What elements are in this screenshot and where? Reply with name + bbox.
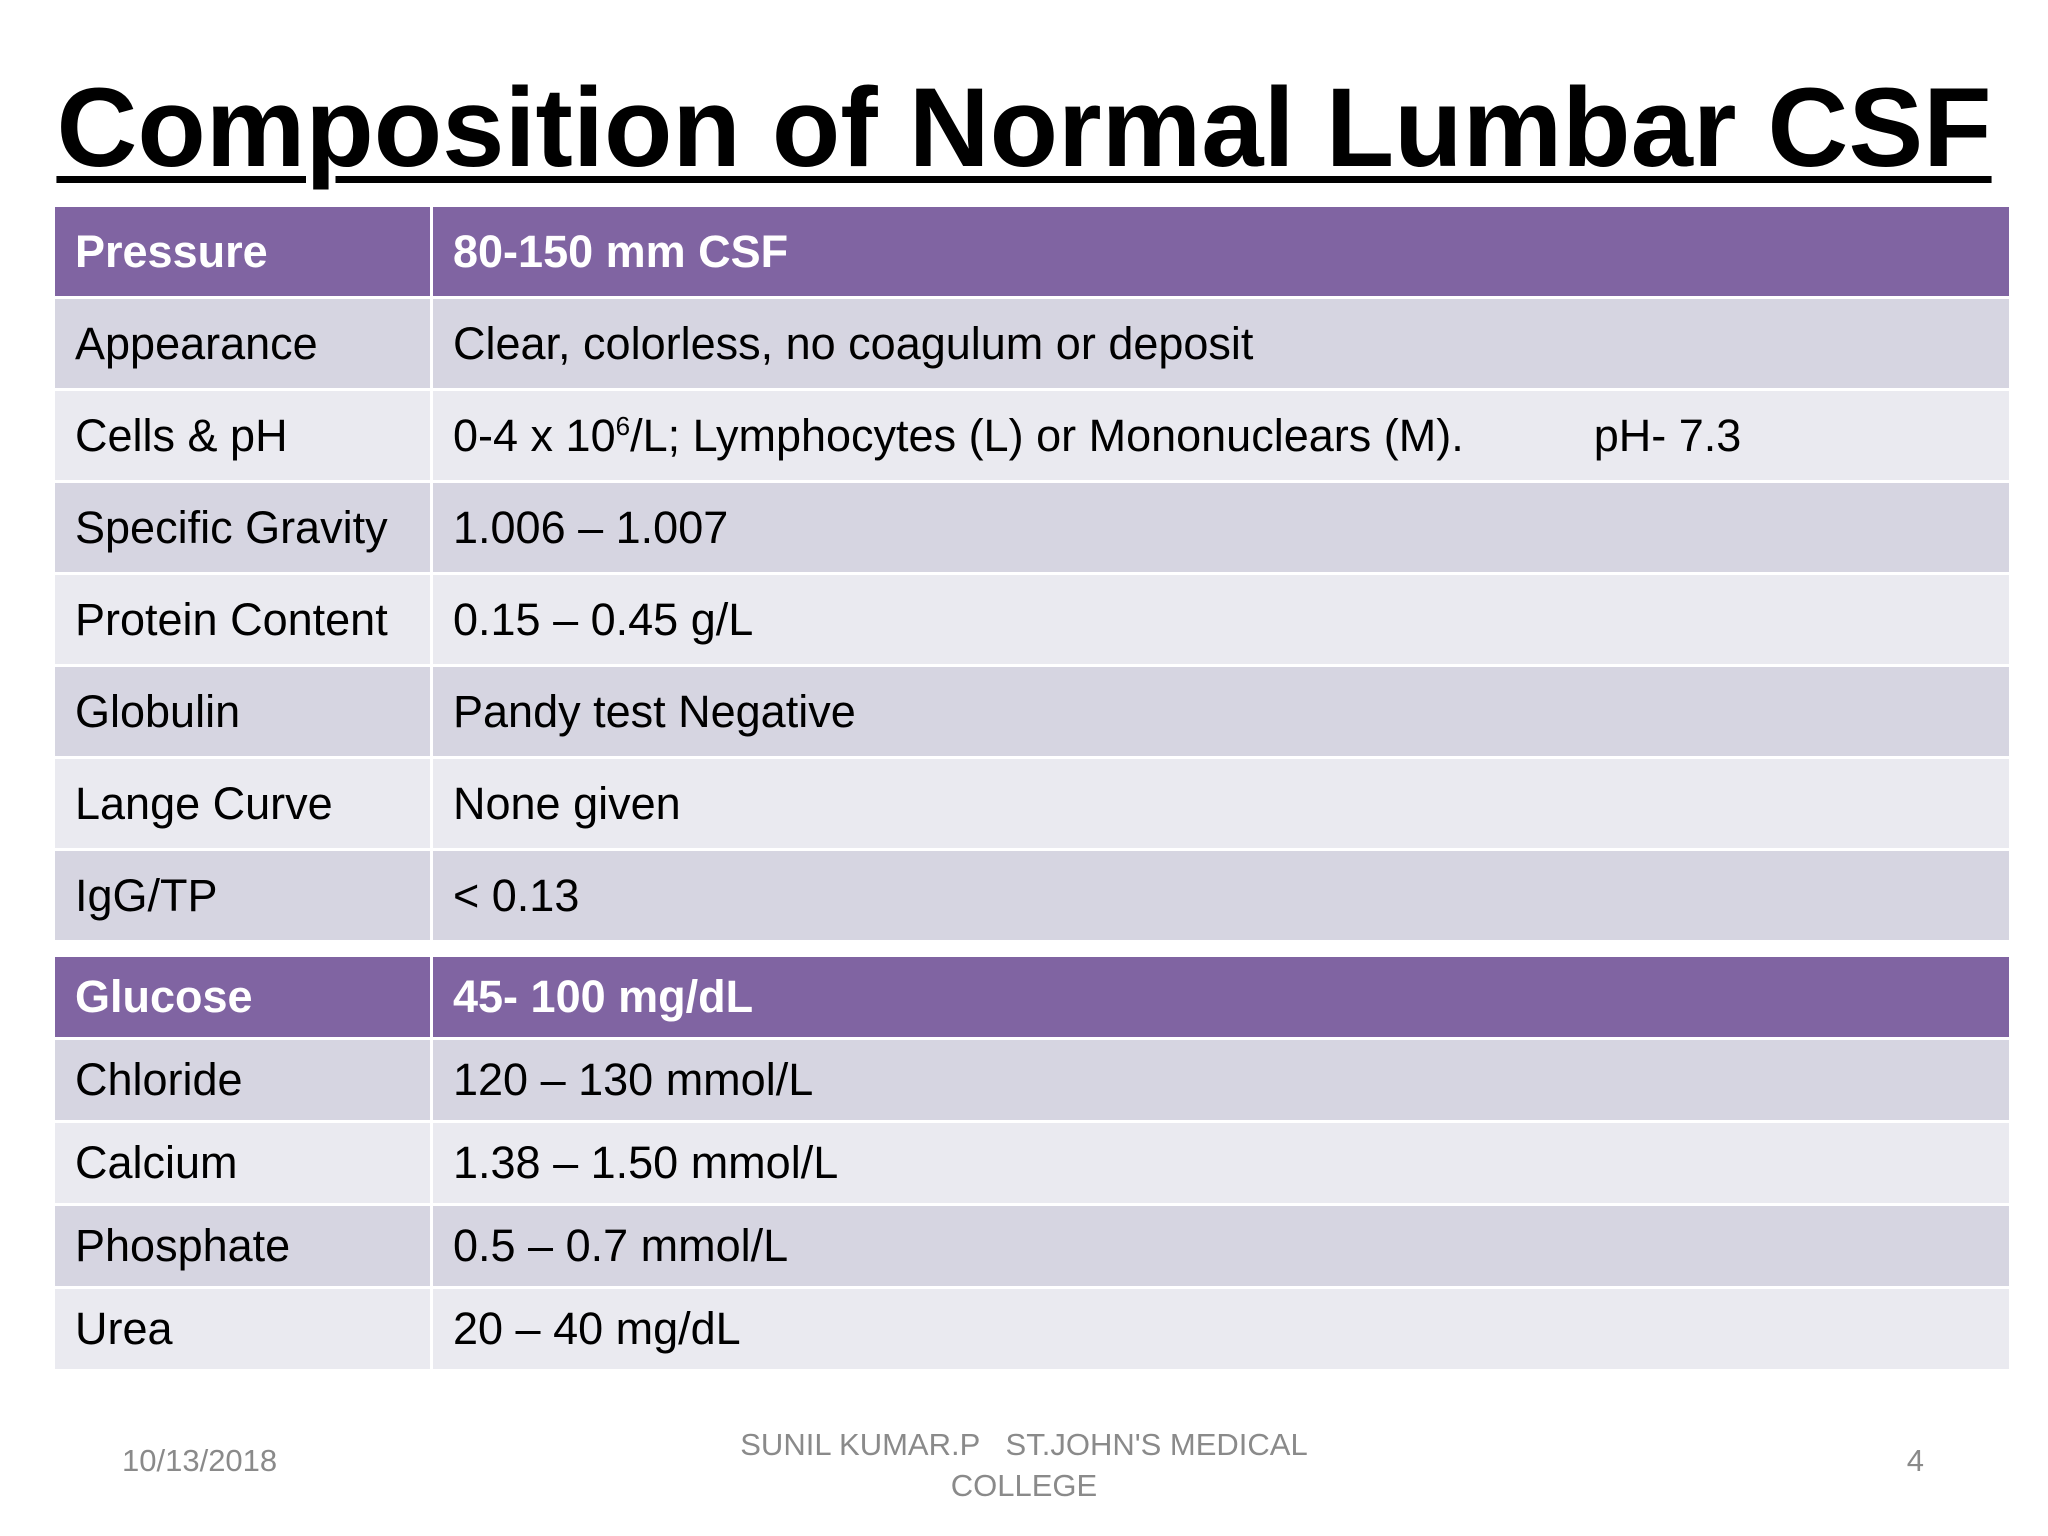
csf-composition-table: Pressure 80-150 mm CSF Appearance Clear,…: [52, 204, 2012, 943]
table-row: Protein Content 0.15 – 0.45 g/L: [52, 572, 2012, 667]
table-row: Specific Gravity 1.006 – 1.007: [52, 480, 2012, 575]
row-label: Protein Content: [52, 572, 433, 667]
row-value: 1.38 – 1.50 mmol/L: [430, 1120, 2012, 1206]
table-row: Chloride 120 – 130 mmol/L: [52, 1037, 2012, 1123]
cells-value-prefix: 0-4 x 10: [453, 409, 616, 461]
row-label: Phosphate: [52, 1203, 433, 1289]
ph-value: pH- 7.3: [1593, 409, 1742, 461]
slide-title-text: Composition of Normal Lumbar CSF: [56, 65, 1992, 190]
row-label: Chloride: [52, 1037, 433, 1123]
footer-author: SUNIL KUMAR.P ST.JOHN'S MEDICAL COLLEGE: [724, 1424, 1324, 1506]
table-row: Lange Curve None given: [52, 756, 2012, 851]
row-label: Globulin: [52, 664, 433, 759]
row-label: Appearance: [52, 296, 433, 391]
row-label: Cells & pH: [52, 388, 433, 483]
row-label: IgG/TP: [52, 848, 433, 943]
row-value: 0.5 – 0.7 mmol/L: [430, 1203, 2012, 1289]
row-value: Pandy test Negative: [430, 664, 2012, 759]
footer-author-line: COLLEGE: [950, 1468, 1098, 1503]
row-label: Calcium: [52, 1120, 433, 1206]
row-value: 1.006 – 1.007: [430, 480, 2012, 575]
row-value: 0-4 x 106/L; Lymphocytes (L) or Mononucl…: [430, 388, 2012, 483]
row-value: Clear, colorless, no coagulum or deposit: [430, 296, 2012, 391]
table-header-row: Pressure 80-150 mm CSF: [52, 204, 2012, 299]
row-label: Specific Gravity: [52, 480, 433, 575]
row-label: Lange Curve: [52, 756, 433, 851]
row-label: Pressure: [52, 204, 433, 299]
slide-title: Composition of Normal Lumbar CSF: [0, 58, 2048, 198]
table-row: Urea 20 – 40 mg/dL: [52, 1286, 2012, 1372]
table-row: Appearance Clear, colorless, no coagulum…: [52, 296, 2012, 391]
cells-value-suffix: /L; Lymphocytes (L) or Mononuclears (M).: [630, 409, 1464, 461]
row-value: 45- 100 mg/dL: [430, 954, 2012, 1040]
row-label: Glucose: [52, 954, 433, 1040]
csf-chemistry-table: Glucose 45- 100 mg/dL Chloride 120 – 130…: [52, 954, 2012, 1372]
row-value: 20 – 40 mg/dL: [430, 1286, 2012, 1372]
table-row: Cells & pH 0-4 x 106/L; Lymphocytes (L) …: [52, 388, 2012, 483]
row-label: Urea: [52, 1286, 433, 1372]
cells-value-exponent: 6: [615, 410, 631, 441]
table-row: Globulin Pandy test Negative: [52, 664, 2012, 759]
footer-date: 10/13/2018: [122, 1443, 278, 1478]
row-value: 120 – 130 mmol/L: [430, 1037, 2012, 1123]
footer-author-line: SUNIL KUMAR.P ST.JOHN'S MEDICAL: [740, 1427, 1308, 1462]
slide-number: 4: [1906, 1443, 1924, 1478]
row-value: < 0.13: [430, 848, 2012, 943]
row-value: 0.15 – 0.45 g/L: [430, 572, 2012, 667]
row-value: 80-150 mm CSF: [430, 204, 2012, 299]
table-row: Calcium 1.38 – 1.50 mmol/L: [52, 1120, 2012, 1206]
row-value: None given: [430, 756, 2012, 851]
table-header-row: Glucose 45- 100 mg/dL: [52, 954, 2012, 1040]
table-row: Phosphate 0.5 – 0.7 mmol/L: [52, 1203, 2012, 1289]
table-row: IgG/TP < 0.13: [52, 848, 2012, 943]
